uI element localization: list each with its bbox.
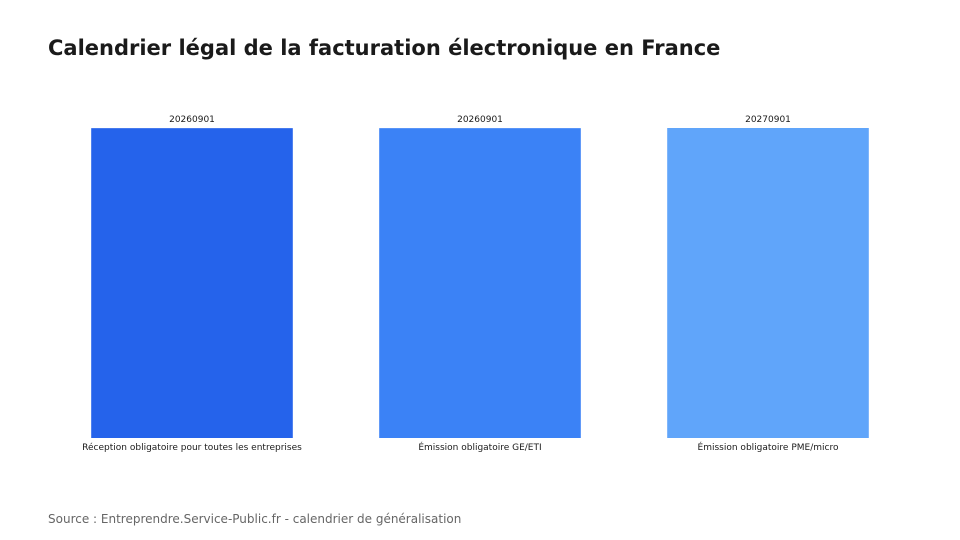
bar-value-label: 20260901 <box>457 115 503 125</box>
source-note: Source : Entreprendre.Service-Public.fr … <box>48 512 462 526</box>
bar-value-label: 20260901 <box>169 115 215 125</box>
bar-3 <box>667 128 869 438</box>
category-label: Émission obligatoire GE/ETI <box>418 441 541 453</box>
bar-1 <box>91 128 293 438</box>
category-label: Émission obligatoire PME/micro <box>698 441 839 453</box>
bar-2 <box>379 128 581 438</box>
category-label: Réception obligatoire pour toutes les en… <box>82 442 302 453</box>
chart-title: Calendrier légal de la facturation élect… <box>48 36 721 60</box>
bar-value-label: 20270901 <box>745 115 791 125</box>
